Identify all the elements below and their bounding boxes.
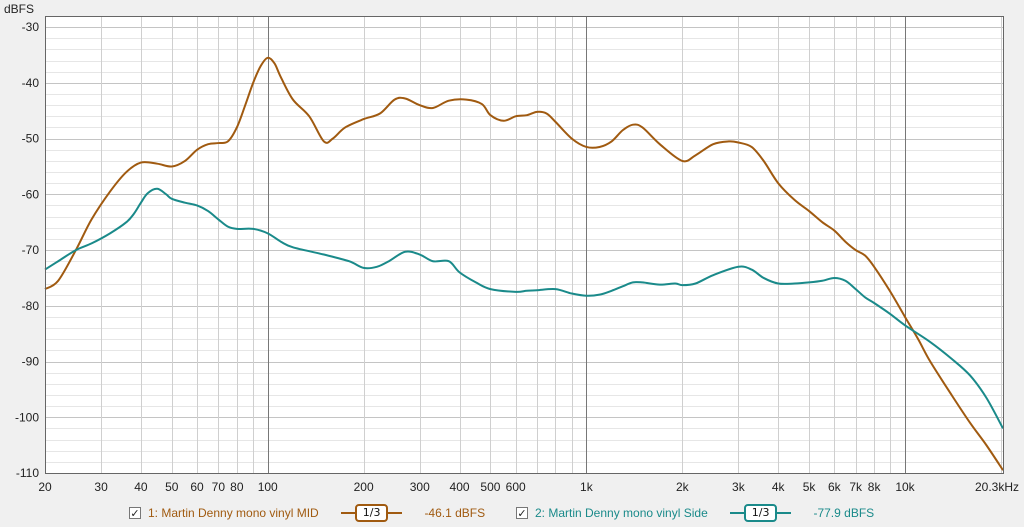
y-tick-label: -90 (22, 355, 40, 369)
y-tick-label: -70 (22, 243, 40, 257)
y-tick-label: -50 (22, 132, 40, 146)
x-tick-label: 300 (410, 480, 430, 494)
y-tick-label: -30 (22, 20, 40, 34)
x-tick-label: 70 (212, 480, 226, 494)
plot-area (45, 16, 1003, 473)
x-tick-label: 600 (506, 480, 526, 494)
y-tick-label: -110 (16, 466, 39, 480)
smoothing-control-side[interactable]: 1/3 (729, 504, 792, 522)
y-tick-label: -60 (22, 187, 40, 201)
x-tick-label: 1k (580, 480, 594, 494)
series-line-side (44, 187, 1004, 429)
y-axis-label: dBFS (4, 2, 34, 16)
series-layer (44, 56, 1004, 471)
legend-value-side: -77.9 dBFS (813, 506, 875, 520)
y-tick-label: -40 (22, 76, 40, 90)
x-tick-label: 4k (772, 480, 786, 494)
y-tick-label: -80 (22, 299, 40, 313)
x-tick-label: 100 (258, 480, 278, 494)
y-tick-label: -100 (15, 410, 39, 424)
x-tick-label: 400 (450, 480, 470, 494)
x-tick-label: 20 (38, 480, 52, 494)
x-tick-label: 2k (676, 480, 690, 494)
series-line-mid (44, 56, 1004, 471)
x-tick-label: 6k (828, 480, 842, 494)
x-tick-label: 500 (480, 480, 500, 494)
x-tick-label: 8k (868, 480, 882, 494)
x-tick-label: 7k (849, 480, 863, 494)
legend-label-side: 2: Martin Denny mono vinyl Side (535, 506, 708, 520)
x-tick-label: 80 (230, 480, 244, 494)
grid (45, 16, 1003, 474)
frequency-response-chart: -30 -40 -50 -60 -70 -80 -90 -100 -110 20 30 40 50 60… (4, 2, 1019, 494)
x-tick-label: 3k (732, 480, 746, 494)
x-tick-label: 50 (165, 480, 179, 494)
x-tick-label: 40 (134, 480, 148, 494)
x-tick-label: 60 (190, 480, 204, 494)
smoothing-control-mid[interactable]: 1/3 (340, 504, 403, 522)
x-tick-label: 30 (94, 480, 108, 494)
x-tick-label: 5k (803, 480, 817, 494)
legend-label-mid: 1: Martin Denny mono vinyl MID (148, 506, 319, 520)
checkbox-side[interactable]: ✓ (516, 507, 528, 520)
x-tick-label: 10k (895, 480, 915, 494)
legend: ✓ 1: Martin Denny mono vinyl MID 1/3 -46… (0, 500, 1024, 527)
checkbox-mid[interactable]: ✓ (129, 507, 141, 520)
x-axis: 20 30 40 50 60 70 80 100 200 300 400 500 600 1k 2k 3k 4k… (38, 480, 1019, 494)
smoothing-label-mid: 1/3 (354, 504, 389, 522)
x-tick-label: 20.3kHz (975, 480, 1019, 494)
legend-item-mid[interactable]: ✓ 1: Martin Denny mono vinyl MID 1/3 -46… (129, 504, 485, 522)
plot-border (45, 16, 1004, 474)
x-tick-label: 200 (354, 480, 374, 494)
legend-value-mid: -46.1 dBFS (424, 506, 486, 520)
y-axis: -30 -40 -50 -60 -70 -80 -90 -100 -110 (15, 20, 39, 480)
legend-item-side[interactable]: ✓ 2: Martin Denny mono vinyl Side 1/3 -7… (516, 504, 874, 522)
smoothing-label-side: 1/3 (743, 504, 778, 522)
